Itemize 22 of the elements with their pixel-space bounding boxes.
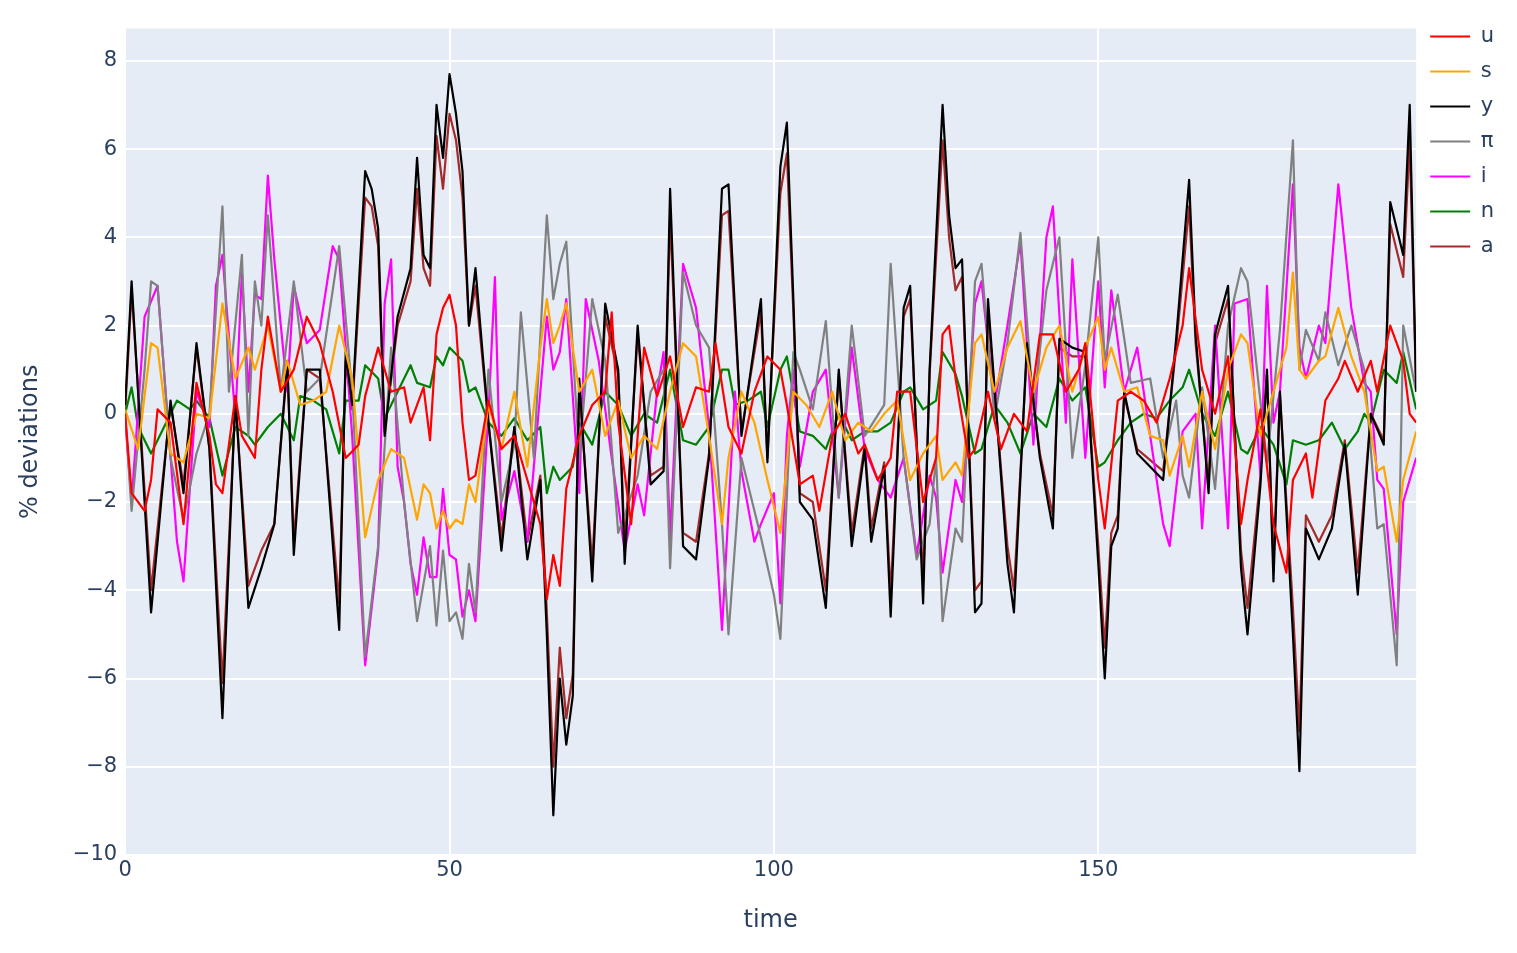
legend-label: a — [1480, 232, 1494, 257]
y-tick-label: 8 — [103, 47, 118, 72]
legend-label: π — [1480, 127, 1494, 152]
y-tick-label: 4 — [103, 223, 118, 248]
x-tick-label: 100 — [753, 857, 794, 882]
y-tick-label: −6 — [86, 664, 118, 689]
legend-label: u — [1480, 22, 1494, 47]
legend-label: i — [1480, 162, 1487, 187]
y-tick-label: −8 — [86, 753, 118, 778]
y-tick-label: 0 — [103, 400, 118, 425]
x-tick-label: 150 — [1078, 857, 1119, 882]
legend-label: s — [1480, 57, 1492, 82]
y-tick-label: 2 — [103, 311, 118, 336]
legend-label: y — [1480, 92, 1494, 117]
x-axis-title: time — [743, 904, 798, 933]
y-tick-label: −4 — [86, 576, 118, 601]
x-tick-label: 50 — [436, 857, 463, 882]
y-tick-label: −2 — [86, 488, 118, 513]
y-axis-title: % deviations — [14, 364, 43, 520]
y-tick-label: −10 — [72, 841, 118, 866]
legend-label: n — [1480, 197, 1494, 222]
y-tick-label: 6 — [103, 135, 118, 160]
